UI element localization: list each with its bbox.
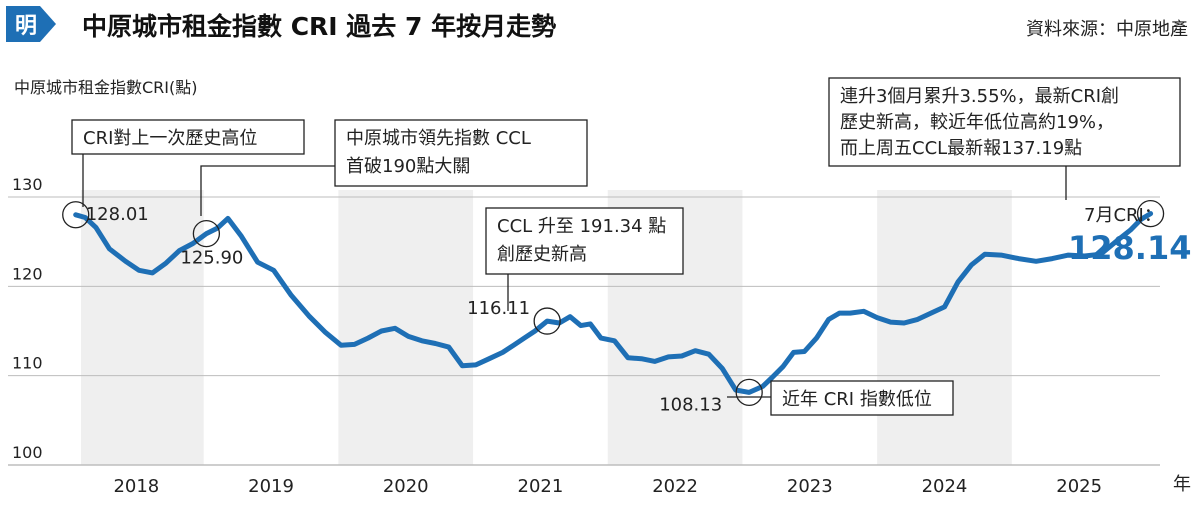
latest-value: 7月CRI： 128.14: [1068, 205, 1191, 267]
chart-title: 中原城市租金指數 CRI 過去 7 年按月走勢: [82, 12, 556, 41]
x-tick-label: 2023: [787, 476, 833, 497]
y-tick-label: 120: [12, 264, 43, 283]
x-tick-label: 2025: [1056, 476, 1102, 497]
annotation-text: 歷史新高，較近年低位高約19%，: [840, 112, 1114, 133]
x-tick-label: 2018: [113, 476, 159, 497]
source-note: 資料來源：中原地產: [1026, 19, 1188, 40]
point-value-label: 108.13: [659, 394, 722, 415]
annotation-text: 首破190點大關: [346, 156, 470, 177]
y-axis-label: 中原城市租金指數CRI(點): [14, 78, 198, 97]
x-tick-label: 2024: [922, 476, 968, 497]
x-tick-label: 2021: [518, 476, 564, 497]
annotation-box: [71, 119, 305, 155]
y-tick-label: 100: [12, 443, 43, 462]
annotation-box: [485, 207, 684, 275]
header: 明 中原城市租金指數 CRI 過去 7 年按月走勢 資料來源：中原地產: [6, 6, 1188, 42]
x-tick-label: 2020: [383, 476, 429, 497]
annotation-box: [334, 119, 588, 187]
annotation-leader-line: [200, 165, 335, 216]
x-axis: 2018 2019 2020 2021 2022 2023 2024 2025: [113, 476, 1102, 497]
y-tick-label: 130: [12, 175, 43, 194]
year-band: [877, 190, 1012, 465]
series-layer: [73, 211, 1154, 395]
brand-logo-text: 明: [15, 13, 37, 39]
annotation-marker-circle: [192, 219, 221, 248]
annotation-box: [828, 77, 1181, 167]
series-line-cri: [73, 211, 1154, 395]
annotation-text: 而上周五CCL最新報137.19點: [840, 138, 1082, 159]
annotation-marker-circle: [62, 201, 90, 229]
annotation-box: [770, 380, 954, 416]
annotation-marker-circle: [1136, 199, 1165, 228]
x-tick-label: 2022: [652, 476, 698, 497]
annotation-text: 近年 CRI 指數低位: [782, 389, 932, 410]
annotation-text: CCL 升至 191.34 點: [497, 216, 666, 237]
annotation-marker-circle: [533, 307, 561, 335]
year-band: [338, 190, 474, 465]
annotation-marker-circle: [735, 378, 763, 407]
point-value-label: 128.01: [86, 204, 149, 225]
annotations-layer: 128.01 125.90 116.11 108.13 CRI對上一次歷史高位 中原城市領…: [62, 77, 1181, 416]
point-value-label: 116.11: [467, 298, 530, 319]
x-axis-label: 年: [1173, 474, 1191, 495]
point-value-label: 125.90: [180, 248, 243, 269]
y-axis: 100 110 120 130: [8, 175, 1160, 466]
annotation-text: 創歷史新高: [497, 244, 587, 265]
latest-label: 7月CRI：: [1084, 205, 1162, 226]
y-tick-label: 110: [12, 354, 43, 373]
brand-logo-icon: [6, 6, 56, 42]
annotation-text: CRI對上一次歷史高位: [83, 128, 257, 149]
latest-value-text: 128.14: [1068, 229, 1191, 267]
annotation-text: 連升3個月累升3.55%，最新CRI創: [840, 86, 1119, 107]
annotation-text: 中原城市領先指數 CCL: [346, 128, 531, 149]
x-tick-label: 2019: [248, 476, 294, 497]
